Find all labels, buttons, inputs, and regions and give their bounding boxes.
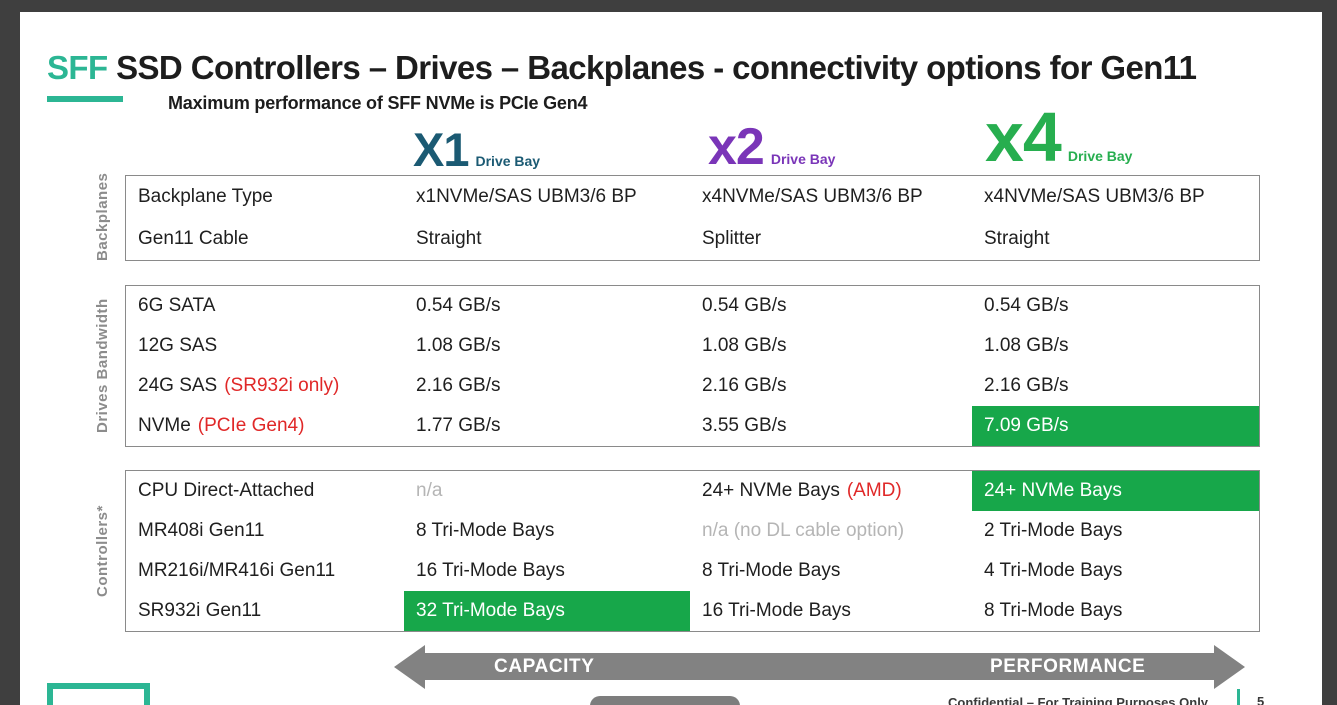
table-cell: 16 Tri-Mode Bays <box>416 560 565 581</box>
table-cell: 4 Tri-Mode Bays <box>984 560 1123 581</box>
table-cell: 24+ NVMe Bays (AMD) <box>690 471 972 511</box>
table-cell: 2 Tri-Mode Bays <box>984 520 1123 541</box>
table-cell: Straight <box>416 228 482 249</box>
column-header-x4: x4 Drive Bay <box>985 97 1132 177</box>
hpe-logo <box>47 683 150 705</box>
table-cell: 2.16 GB/s <box>416 375 501 396</box>
table-cell: 8 Tri-Mode Bays <box>984 600 1123 621</box>
section-label-backplanes: Backplanes <box>94 172 111 261</box>
table-cell: 0.54 GB/s <box>702 295 787 316</box>
table-cell: 8 Tri-Mode Bays <box>416 520 555 541</box>
confidential-notice: Confidential – For Training Purposes Onl… <box>948 695 1209 705</box>
table-cell-note: (AMD) <box>846 480 902 501</box>
row-label: 24G SAS (SR932i only) <box>126 366 404 406</box>
table-cell: Straight <box>984 228 1050 249</box>
table-cell: x1NVMe/SAS UBM3/6 BP <box>416 186 637 207</box>
capacity-performance-arrow <box>425 653 1215 680</box>
table-cell: 3.55 GB/s <box>702 415 787 436</box>
page-title: SFF SSD Controllers – Drives – Backplane… <box>47 49 1197 87</box>
section-label-drives-bandwidth: Drives Bandwidth <box>94 298 111 434</box>
column-header-x1-label: X1 <box>413 123 469 176</box>
table-cell-highlighted: 32 Tri-Mode Bays <box>404 591 690 631</box>
row-label-text: 24G SAS <box>138 375 218 396</box>
table-cell: x4NVMe/SAS UBM3/6 BP <box>984 186 1205 207</box>
table-cell-highlighted: 24+ NVMe Bays <box>972 471 1259 511</box>
column-header-x4-sublabel: Drive Bay <box>1067 148 1133 164</box>
table-cell: 2.16 GB/s <box>702 375 787 396</box>
table-cell: 1.08 GB/s <box>416 335 501 356</box>
page-title-rest: SSD Controllers – Drives – Backplanes - … <box>107 49 1197 86</box>
table-cell: 0.54 GB/s <box>984 295 1069 316</box>
table-cell: 1.08 GB/s <box>984 335 1069 356</box>
table-cell-text: 24+ NVMe Bays <box>702 480 840 501</box>
table-cell: 8 Tri-Mode Bays <box>702 560 841 581</box>
table-cell: 1.77 GB/s <box>416 415 501 436</box>
row-label: 6G SATA <box>138 295 216 316</box>
row-label: NVMe (PCIe Gen4) <box>126 406 404 446</box>
table-cell: 0.54 GB/s <box>416 295 501 316</box>
row-label: MR216i/MR416i Gen11 <box>138 560 336 581</box>
table-cell: Splitter <box>702 228 762 249</box>
column-header-x2-sublabel: Drive Bay <box>770 151 836 167</box>
controllers-table: CPU Direct-Attached n/a 24+ NVMe Bays (A… <box>125 470 1260 632</box>
row-label: Gen11 Cable <box>138 228 249 249</box>
column-header-x1: X1 Drive Bay <box>413 122 540 177</box>
row-label-note: (PCIe Gen4) <box>197 415 305 436</box>
column-header-x2: x2 Drive Bay <box>708 117 835 177</box>
table-cell: 2.16 GB/s <box>984 375 1069 396</box>
footer-separator <box>1237 689 1240 705</box>
page-number: 5 <box>1257 694 1265 705</box>
table-cell: 1.08 GB/s <box>702 335 787 356</box>
row-label: Backplane Type <box>138 186 273 207</box>
row-label: SR932i Gen11 <box>138 600 262 621</box>
table-cell: n/a (no DL cable option) <box>702 520 905 541</box>
row-label: MR408i Gen11 <box>138 520 265 541</box>
table-cell-highlighted: 7.09 GB/s <box>972 406 1259 446</box>
title-underline <box>47 96 123 102</box>
row-label: 12G SAS <box>138 335 218 356</box>
performance-label: PERFORMANCE <box>990 656 1146 677</box>
arrow-left-icon <box>394 645 425 689</box>
row-label: CPU Direct-Attached <box>138 480 315 501</box>
section-label-controllers: Controllers* <box>94 505 111 597</box>
capacity-label: CAPACITY <box>494 656 595 677</box>
arrow-right-icon <box>1214 645 1245 689</box>
column-header-x4-label: x4 <box>985 98 1062 176</box>
column-header-x1-sublabel: Drive Bay <box>475 153 541 169</box>
table-cell: x4NVMe/SAS UBM3/6 BP <box>702 186 923 207</box>
row-label-text: NVMe <box>138 415 191 436</box>
page-title-highlight: SFF <box>47 49 108 86</box>
table-cell: 16 Tri-Mode Bays <box>702 600 851 621</box>
table-cell: n/a <box>416 480 443 501</box>
row-label-note: (SR932i only) <box>224 375 340 396</box>
drives-bandwidth-table: 6G SATA 0.54 GB/s 0.54 GB/s 0.54 GB/s 12… <box>125 285 1260 447</box>
backplanes-table: Backplane Type x1NVMe/SAS UBM3/6 BP x4NV… <box>125 175 1260 261</box>
column-header-x2-label: x2 <box>708 118 765 176</box>
page-subtitle: Maximum performance of SFF NVMe is PCIe … <box>168 93 588 113</box>
bottom-tab-shape <box>590 696 740 705</box>
